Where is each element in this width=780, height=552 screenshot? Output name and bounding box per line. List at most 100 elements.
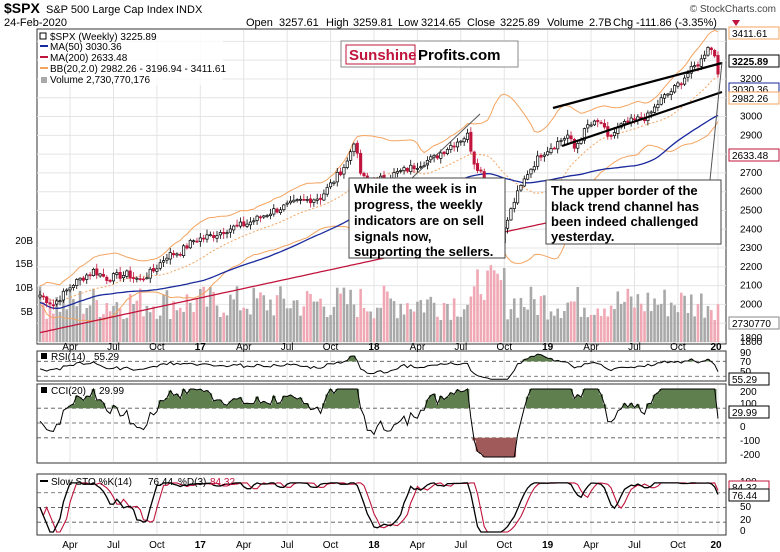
- volume-bar: [452, 298, 456, 342]
- candle-body: [459, 140, 463, 143]
- volume-bar: [386, 291, 389, 342]
- volume-bar: [649, 311, 653, 342]
- candle-body: [121, 275, 126, 279]
- candle-body: [586, 124, 590, 129]
- volume-bar: [145, 305, 149, 342]
- volume-bar: [609, 305, 613, 342]
- volume-bar: [492, 270, 496, 342]
- candle-body: [549, 148, 553, 154]
- volume-bar: [68, 288, 72, 342]
- volume-bar: [252, 287, 256, 342]
- volume-bar: [512, 298, 516, 342]
- candle-body: [442, 151, 446, 155]
- volume-bar: [633, 307, 636, 342]
- volume-bar: [78, 290, 82, 342]
- price-tick-label: 1800: [740, 337, 763, 348]
- stoch-k-value: 76.44: [148, 477, 173, 488]
- candle-body: [599, 122, 603, 124]
- volume-bar: [613, 309, 616, 342]
- price-tick-label: 2500: [740, 205, 763, 216]
- candle-body: [472, 151, 476, 165]
- volume-bar: [573, 301, 576, 342]
- volume-bar: [710, 310, 713, 342]
- candle-body: [325, 187, 329, 195]
- candle-body: [75, 279, 79, 286]
- volume-bar: [392, 301, 396, 342]
- chart-date: 24-Feb-2020: [4, 17, 67, 29]
- candle-body: [58, 300, 62, 303]
- volume-value: 2.7B: [589, 17, 612, 29]
- volume-bar: [339, 293, 342, 342]
- candle-body: [275, 208, 279, 213]
- cci-tick-label: -200: [740, 450, 760, 461]
- volume-bar: [502, 268, 506, 342]
- candle-body: [506, 219, 510, 229]
- volume-bar: [703, 317, 706, 342]
- volume-bar: [496, 273, 499, 342]
- x-tick-label-top: Jul: [628, 342, 641, 353]
- volume-bar: [105, 303, 109, 342]
- volume-bar: [312, 301, 316, 342]
- candle-body: [115, 272, 119, 275]
- candle-body: [339, 171, 343, 176]
- volume-bar: [352, 304, 356, 342]
- volume-bar: [369, 311, 372, 342]
- price-panel: [36, 28, 727, 345]
- volume-bar: [646, 292, 650, 342]
- volume-bar: [663, 289, 666, 342]
- candle-body: [68, 287, 72, 291]
- volume-bar: [539, 296, 543, 342]
- volume-bar: [516, 317, 519, 342]
- candle-body: [135, 277, 139, 280]
- volume-bar: [623, 301, 626, 342]
- candle-body: [663, 94, 667, 99]
- x-tick-label-top: Oct: [149, 342, 165, 353]
- volume-bar: [436, 316, 439, 342]
- price-tick-label: 2400: [740, 224, 763, 235]
- indicator-titles: RSI(14) 55.29 CCI(20) 29.99 Slow STO %K(…: [40, 352, 235, 488]
- x-tick-label-bottom: Oct: [323, 540, 339, 551]
- stoch-panel: [36, 473, 727, 536]
- volume-bar: [175, 310, 179, 342]
- volume-bar: [616, 291, 620, 342]
- grid: [37, 30, 726, 534]
- volume-bar: [406, 303, 409, 342]
- volume-bar: [295, 300, 299, 342]
- candle-body: [479, 169, 483, 172]
- volume-bar: [459, 316, 463, 342]
- x-tick-label-top: 20: [710, 342, 722, 353]
- x-tick-label-bottom: Apr: [62, 540, 78, 551]
- volume-bar: [689, 294, 693, 342]
- volume-bar: [619, 303, 623, 342]
- volume-bar: [242, 307, 246, 342]
- bb-upper: [39, 29, 719, 287]
- candle-body: [158, 262, 162, 269]
- candle-body: [419, 166, 423, 169]
- volume-bar: [188, 302, 192, 342]
- close-label: Close: [467, 17, 495, 29]
- candle-body: [455, 141, 460, 148]
- price-tag-label: 3411.61: [732, 29, 768, 40]
- volume-bar: [225, 315, 229, 342]
- candle-body: [182, 245, 186, 256]
- volume-bar: [199, 288, 202, 342]
- volume-bar: [486, 270, 489, 342]
- candle-body: [172, 252, 176, 256]
- volume-bar: [529, 286, 533, 342]
- annotation-right-line-4: yesterday.: [551, 229, 614, 244]
- volume-bar: [235, 286, 239, 342]
- x-tick-label-top: 18: [368, 342, 380, 353]
- volume-bar: [522, 307, 526, 342]
- candle-body: [556, 141, 560, 150]
- volume-bar: [219, 316, 222, 342]
- volume-tag-box: [728, 316, 780, 330]
- volume-bar: [262, 295, 266, 342]
- volume-bar: [382, 285, 386, 342]
- volume-bar: [299, 315, 302, 342]
- volume-bar: [195, 298, 199, 342]
- stoch-d-value: 84.32: [210, 477, 235, 488]
- candle-body: [298, 198, 303, 201]
- price-tick-label: 2100: [740, 281, 763, 292]
- volume-bar: [482, 299, 486, 342]
- volume-bar: [329, 315, 332, 342]
